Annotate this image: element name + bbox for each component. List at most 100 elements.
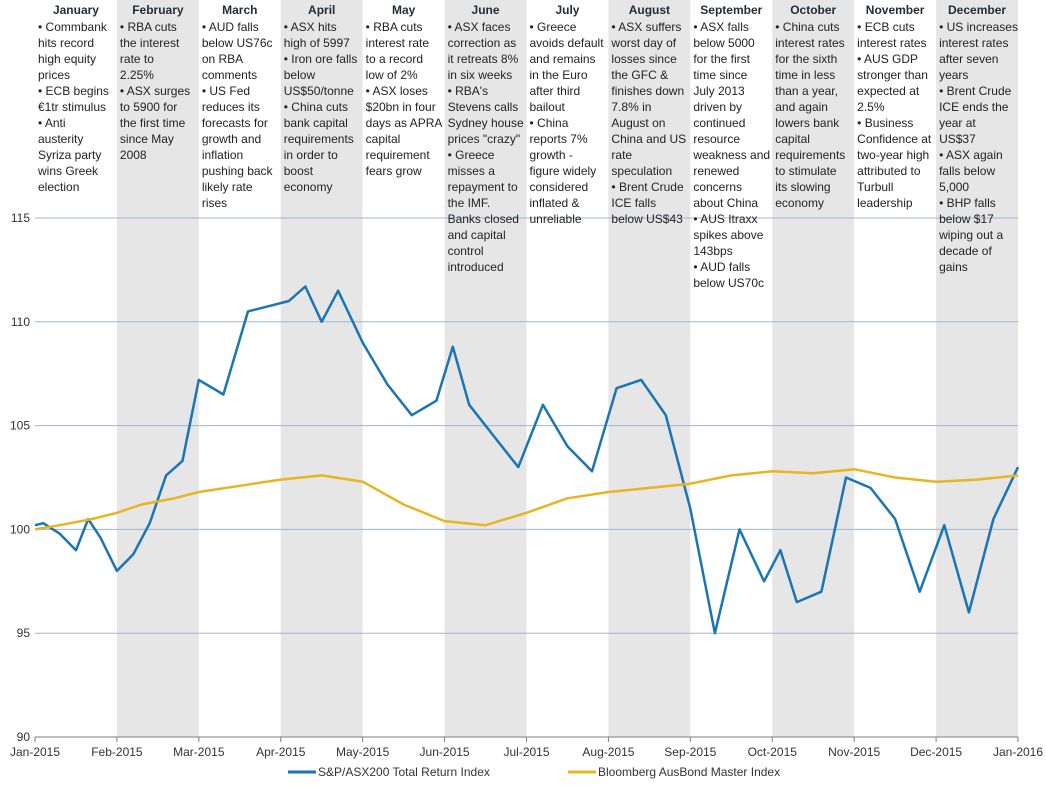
month-note-line: on RBA (202, 52, 243, 66)
month-header-11: November (866, 3, 925, 17)
month-note-1: • Commbank hits record high equity prices • … (37, 20, 109, 194)
month-note-line: • RBA cuts (366, 20, 423, 34)
month-note-line: about China (693, 196, 758, 210)
month-note-line: considered (530, 180, 589, 194)
month-note-line: election (38, 180, 79, 194)
x-tick-label-11: Nov-2015 (828, 745, 880, 759)
month-note-line: misses a (448, 164, 496, 178)
month-note-line: lowers bank (775, 116, 840, 130)
month-note-line: forecasts for (202, 116, 268, 130)
month-note-line: rises (202, 196, 227, 210)
month-note-line: worst day of (610, 36, 676, 50)
month-note-12: • US increases interest rates after seven y… (938, 20, 1018, 274)
month-note-line: and remains (530, 52, 596, 66)
month-note-line: • China (530, 116, 569, 130)
x-tick-label-3: Mar-2015 (173, 745, 225, 759)
month-note-line: hits record (38, 36, 94, 50)
month-note-line: growth - (530, 148, 573, 162)
month-band-10 (772, 0, 855, 737)
month-note-line: high equity (38, 52, 96, 66)
month-note-line: to stimulate (775, 164, 837, 178)
month-note-line: and capital (448, 228, 506, 242)
x-tick-label-8: Aug-2015 (582, 745, 634, 759)
month-note-line: control (448, 244, 484, 258)
x-tick-label-12: Dec-2015 (910, 745, 962, 759)
month-header-8: August (629, 3, 670, 17)
month-note-line: • ASX suffers (611, 20, 681, 34)
month-notes: • Commbank hits record high equity prices • … (37, 20, 1018, 290)
month-note-line: • AUS GDP (857, 52, 918, 66)
month-note-line: wins Greek (37, 164, 99, 178)
month-note-line: interest rates (857, 36, 926, 50)
month-band-5 (362, 0, 445, 737)
month-note-line: days as APRA (366, 116, 443, 130)
month-note-line: the interest (120, 36, 180, 50)
month-note-line: the first time (120, 116, 186, 130)
month-note-line: prices "crazy" (448, 132, 521, 146)
month-note-line: growth and (202, 132, 261, 146)
month-note-7: • Greece avoids default and remains in the … (530, 20, 605, 226)
month-note-line: reduces its (202, 100, 260, 114)
month-note-line: repayment to (448, 180, 518, 194)
x-tick-label-2: Feb-2015 (91, 745, 143, 759)
month-note-line: • ASX faces (448, 20, 511, 34)
month-note-line: losses since (611, 52, 677, 66)
month-note-line: • ECB begins (38, 84, 109, 98)
month-note-line: two-year high (857, 148, 929, 162)
month-note-line: stronger than (857, 68, 928, 82)
month-header-5: May (392, 3, 416, 17)
month-note-line: boost (284, 164, 314, 178)
month-note-6: • ASX faces correction as it retreats 8% in… (448, 20, 524, 274)
month-note-line: fears grow (366, 164, 422, 178)
month-header-4: April (308, 3, 335, 17)
month-band-12 (936, 0, 1018, 737)
month-note-line: capital (366, 132, 401, 146)
month-note-line: $20bn in four (366, 100, 436, 114)
month-note-line: ICE falls (611, 196, 656, 210)
month-note-line: below (284, 68, 316, 82)
month-note-line: interest rate (366, 36, 430, 50)
month-note-line: • RBA cuts (120, 20, 177, 34)
month-note-line: correction as (448, 36, 517, 50)
y-tick-label-105: 105 (10, 419, 30, 433)
gridlines (35, 217, 1018, 634)
month-note-line: for the sixth (775, 52, 837, 66)
month-note-line: resource (693, 132, 740, 146)
month-note-line: • AUD falls (202, 20, 259, 34)
month-note-line: after third (530, 84, 581, 98)
month-note-line: 2008 (120, 148, 147, 162)
legend-label-1: S&P/ASX200 Total Return Index (318, 765, 490, 779)
x-tick-label-6: Jun-2015 (420, 745, 470, 759)
month-header-2: February (132, 3, 184, 17)
month-note-line: • Anti (38, 116, 66, 130)
month-note-line: introduced (448, 260, 504, 274)
y-tick-label-110: 110 (11, 315, 30, 329)
month-note-9: • ASX falls below 5000 for the first time s… (692, 20, 770, 290)
month-note-line: in the Euro (530, 68, 588, 82)
month-note-line: rate to (120, 52, 154, 66)
month-note-line: the GFC & (611, 68, 668, 82)
month-note-line: • AUS Itraxx (693, 212, 757, 226)
series-lines (34, 285, 1020, 635)
month-note-line: • ASX surges (120, 84, 190, 98)
month-note-line: austerity (38, 132, 83, 146)
month-note-line: • US increases (939, 20, 1018, 34)
month-note-line: decade of (939, 244, 992, 258)
month-note-line: economy (775, 196, 824, 210)
month-note-line: US$37 (939, 132, 976, 146)
month-note-line: prices (38, 68, 70, 82)
month-note-line: than a year, (775, 84, 838, 98)
month-note-line: Banks closed (448, 212, 519, 226)
month-note-line: 143bps (693, 244, 732, 258)
month-note-line: the IMF. (448, 196, 491, 210)
month-note-line: below US76c (202, 36, 273, 50)
month-note-line: renewed (693, 164, 739, 178)
month-note-2: • RBA cuts the interest rate to 2.25% • ASX … (120, 20, 190, 162)
month-note-5: • RBA cuts interest rate to a record low of… (366, 20, 443, 178)
month-bands (35, 0, 1018, 737)
month-note-line: interest rates (775, 36, 844, 50)
x-tick-label-10: Oct-2015 (748, 745, 798, 759)
month-note-line: 2.5% (857, 100, 885, 114)
month-note-line: below $17 (939, 212, 994, 226)
month-note-line: bank capital (284, 116, 348, 130)
